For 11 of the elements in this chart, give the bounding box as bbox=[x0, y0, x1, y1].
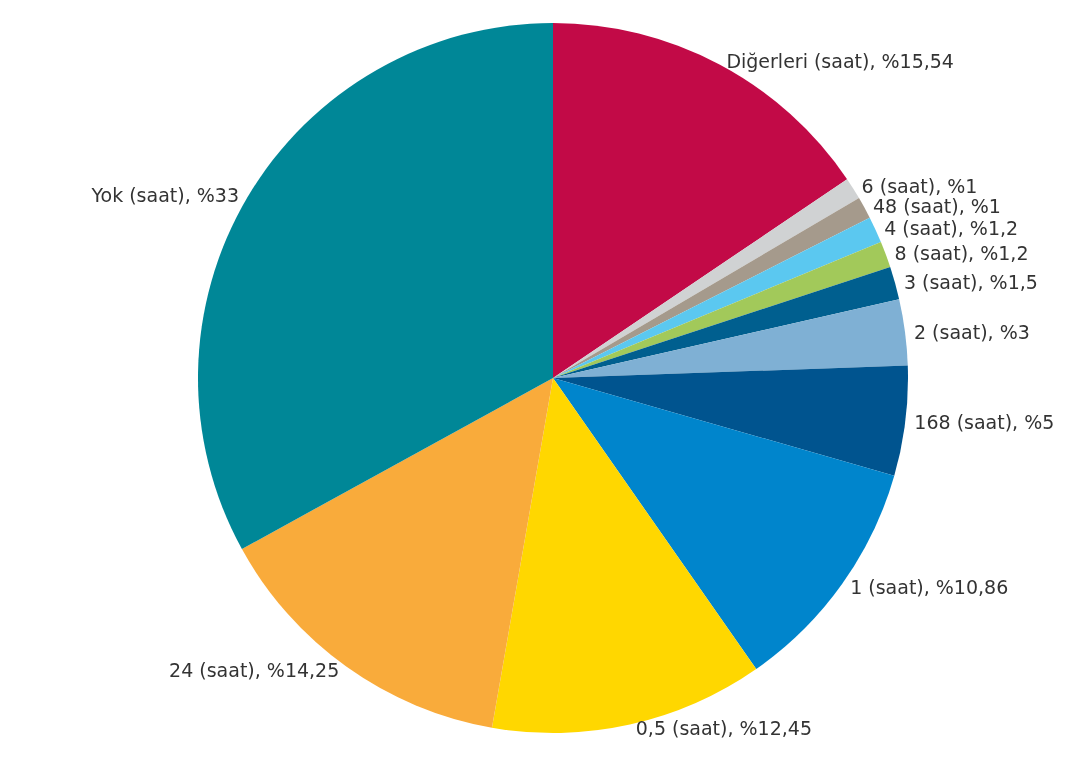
slice-label: Yok (saat), %33 bbox=[90, 184, 239, 207]
slice-label: 3 (saat), %1,5 bbox=[903, 270, 1038, 293]
slice-label: 2 (saat), %3 bbox=[914, 320, 1030, 343]
slice-label: 4 (saat), %1,2 bbox=[884, 217, 1019, 240]
slice-label: 1 (saat), %10,86 bbox=[850, 575, 1009, 598]
slice-label: 0,5 (saat), %12,45 bbox=[635, 717, 813, 740]
slice-label: 8 (saat), %1,2 bbox=[894, 242, 1029, 264]
slice-label: Diğerleri (saat), %15,54 bbox=[726, 49, 954, 72]
slice-label: 24 (saat), %14,25 bbox=[169, 659, 340, 682]
slice-label: 168 (saat), %5 bbox=[914, 410, 1055, 433]
slice-label: 6 (saat), %1 bbox=[861, 175, 978, 198]
